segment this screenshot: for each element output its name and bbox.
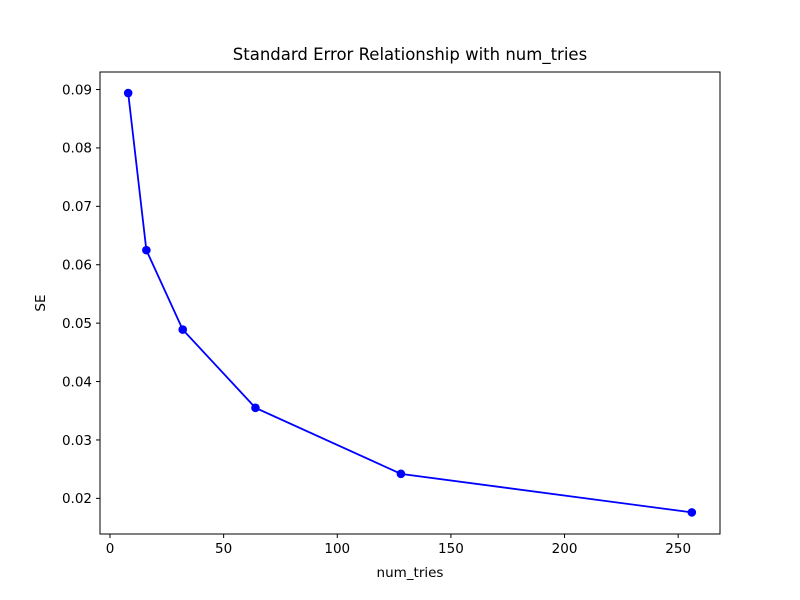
data-point-marker <box>123 88 133 98</box>
data-point-marker <box>687 508 697 517</box>
x-tick-label: 0 <box>106 541 115 557</box>
plot-frame <box>99 71 721 535</box>
x-ticks: 0 50 100 150 200 250 <box>106 534 691 557</box>
y-tick-label: 0.02 <box>62 491 92 507</box>
y-ticks: 0.02 0.03 0.04 0.05 0.06 0.07 0.08 0.09 <box>62 82 100 507</box>
x-tick-label: 150 <box>438 541 464 557</box>
x-tick-label: 200 <box>552 541 578 557</box>
chart-title: Standard Error Relationship with num_tri… <box>233 45 587 65</box>
x-tick-label: 50 <box>215 541 232 557</box>
y-tick-label: 0.06 <box>62 258 92 274</box>
x-tick-label: 100 <box>324 541 350 557</box>
y-tick-label: 0.07 <box>62 199 92 215</box>
data-point-marker <box>178 325 188 334</box>
y-tick-label: 0.05 <box>62 316 92 332</box>
y-tick-label: 0.08 <box>62 141 92 157</box>
data-point-marker <box>251 403 260 413</box>
data-point-markers <box>123 88 697 517</box>
data-point-marker <box>142 245 151 255</box>
data-point-marker <box>396 469 406 479</box>
y-axis-label: SE <box>33 294 49 311</box>
x-axis-label: num_tries <box>377 565 444 581</box>
x-tick-label: 250 <box>665 541 691 557</box>
y-tick-label: 0.09 <box>62 82 92 98</box>
se-line <box>127 92 692 514</box>
y-tick-label: 0.03 <box>62 433 92 449</box>
y-tick-label: 0.04 <box>62 374 92 390</box>
